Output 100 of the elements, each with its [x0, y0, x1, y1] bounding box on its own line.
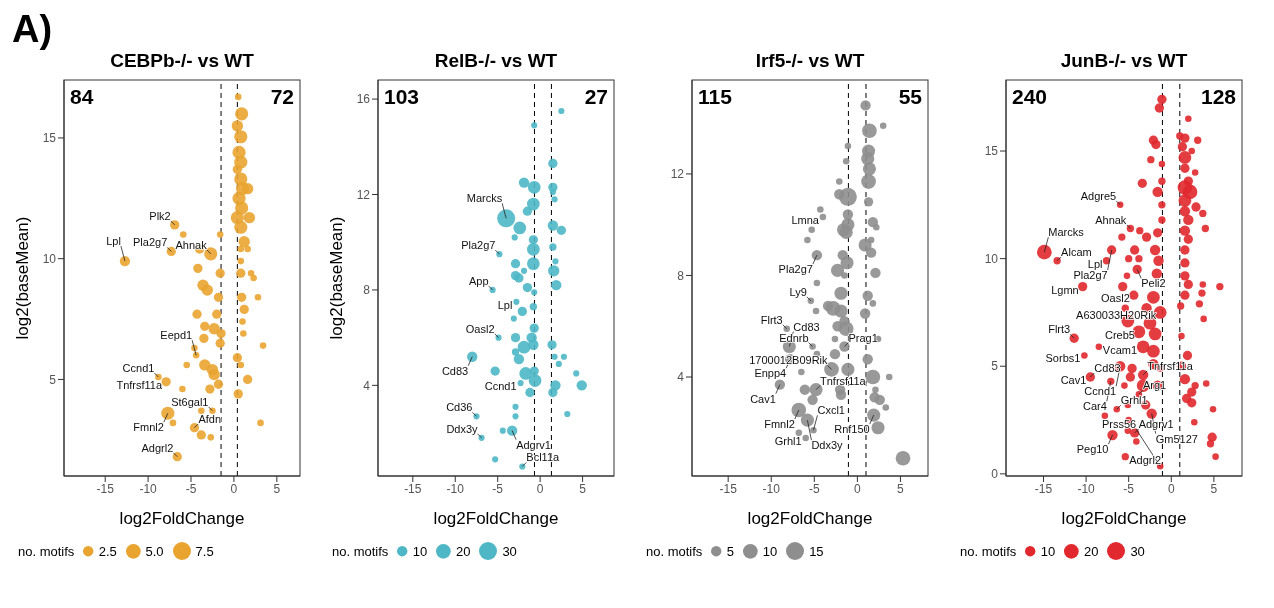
annotation: Ccnd1	[1084, 385, 1117, 398]
x-tick-label: 5	[579, 481, 587, 496]
annotation: Alcam	[1061, 245, 1092, 258]
x-tick-label: 0	[1167, 481, 1175, 496]
x-tick-label: 5	[1210, 481, 1218, 496]
annotation: Flrt3	[1048, 323, 1071, 336]
y-tick-label: 10	[42, 251, 57, 266]
annotation: Lpl	[1087, 257, 1103, 270]
legend-label: 15	[809, 543, 824, 559]
annotation: Rnf150	[834, 423, 870, 436]
y-tick-label: 5	[991, 359, 999, 374]
y-tick-label: 15	[984, 144, 999, 159]
legend-label: 20	[455, 543, 471, 559]
annotation: Prag1	[848, 331, 878, 344]
annotation: 27	[584, 85, 608, 108]
annotation: Fmnl2	[764, 418, 795, 430]
annotation: Ddx3y	[811, 439, 844, 452]
annotation: Afdn	[198, 412, 222, 425]
y-tick-label: 15	[42, 131, 57, 146]
legend-title: no. motifs	[960, 543, 1017, 559]
annotation: Lgmn	[1051, 283, 1079, 296]
y-tick-label: 12	[670, 167, 685, 182]
x-tick-label: -10	[1077, 481, 1096, 496]
annotation: Cd83	[441, 364, 469, 377]
legend-label: 10	[1040, 543, 1056, 559]
annotation: Ccnd1	[122, 362, 155, 374]
chart-title: Irf5-/- vs WT	[754, 50, 866, 72]
x-tick-label: -15	[719, 481, 738, 496]
annotation: Lpl	[497, 298, 513, 311]
y-tick-label: 10	[984, 251, 999, 266]
annotation: Sorbs1	[1045, 352, 1081, 365]
annotation: Ddx3y	[446, 422, 479, 435]
legend-label: 20	[1083, 543, 1099, 559]
y-tick-label: 4	[677, 370, 685, 385]
annotation: Peg10	[1076, 443, 1109, 456]
legend-title: no. motifs	[646, 543, 703, 559]
annotation: Gm5127	[1155, 432, 1198, 445]
x-tick-label: -10	[139, 481, 158, 496]
x-tick-label: -5	[1123, 481, 1135, 496]
annotation: Pla2g7	[133, 236, 168, 249]
y-axis-title: log2(baseMean)	[13, 216, 33, 340]
chart-title: JunB-/- vs WT	[1059, 50, 1189, 72]
x-axis-title: log2FoldChange	[1061, 509, 1187, 528]
annotation: Ahnak	[1095, 213, 1127, 226]
annotation: Ahnak	[175, 238, 208, 251]
annotation: Enpp4	[754, 367, 787, 380]
legend-title: no. motifs	[332, 543, 389, 559]
annotation: Pla2g7	[778, 263, 813, 276]
annotation: Adgrl2	[1129, 453, 1162, 466]
annotation: Vcam1	[1102, 343, 1138, 356]
x-tick-label: -15	[96, 481, 115, 496]
annotation: 240	[1012, 85, 1048, 108]
annotation: St6gal1	[171, 395, 209, 408]
annotation: Oasl2	[1101, 292, 1130, 305]
annotation: Lmna	[791, 214, 820, 227]
x-tick-label: -5	[492, 481, 504, 496]
x-tick-label: 5	[897, 481, 905, 496]
y-tick-label: 16	[356, 92, 371, 107]
x-tick-label: -10	[446, 481, 465, 496]
y-tick-label: 8	[677, 268, 685, 283]
annotation: Adgrl2	[141, 441, 174, 454]
annotation: Plk2	[149, 209, 171, 222]
x-tick-label: 0	[854, 481, 862, 496]
annotation: 128	[1200, 85, 1237, 108]
annotation: Cav1	[750, 392, 776, 405]
annotation: Fmnl2	[133, 421, 164, 434]
legend-label: 5	[726, 543, 734, 559]
annotation: 115	[698, 85, 733, 108]
annotation: Pla2g7	[1073, 269, 1108, 282]
x-tick-label: -5	[808, 481, 820, 496]
annotation: 55	[898, 85, 923, 108]
annotation: App	[469, 274, 489, 287]
annotation: Cd36	[446, 401, 473, 414]
annotation: Bcl11a	[526, 451, 561, 464]
annotation: Ccnd1	[484, 379, 517, 392]
x-axis-title: log2FoldChange	[747, 509, 873, 528]
x-tick-label: 0	[230, 481, 238, 496]
legend-label: 30	[502, 543, 517, 559]
annotation: 103	[384, 85, 420, 108]
annotation: Creb5	[1104, 328, 1135, 341]
annotation: Grhl1	[1120, 394, 1148, 407]
annotation: Ednrb	[779, 331, 809, 344]
annotation: Tnfrsf11a	[820, 374, 867, 387]
x-axis-title: log2FoldChange	[119, 509, 245, 528]
chart-title: RelB-/- vs WT	[433, 50, 559, 72]
y-tick-label: 12	[356, 187, 371, 202]
y-tick-label: 4	[363, 378, 371, 393]
x-axis-title: log2FoldChange	[433, 509, 559, 528]
y-tick-label: 0	[991, 467, 999, 482]
annotation: Adgre5	[1080, 189, 1117, 202]
annotation: Car4	[1082, 400, 1107, 413]
x-tick-label: -10	[762, 481, 781, 496]
legend-label: 10	[412, 543, 428, 559]
annotation: Adgrv1	[516, 438, 551, 451]
annotation: Cd83	[793, 320, 820, 333]
annotation: Tnfrsf11a	[116, 378, 163, 391]
x-tick-label: 5	[273, 481, 281, 496]
y-tick-label: 5	[49, 372, 57, 387]
annotation: Eepd1	[160, 329, 193, 342]
annotation: Marcks	[1048, 226, 1085, 239]
